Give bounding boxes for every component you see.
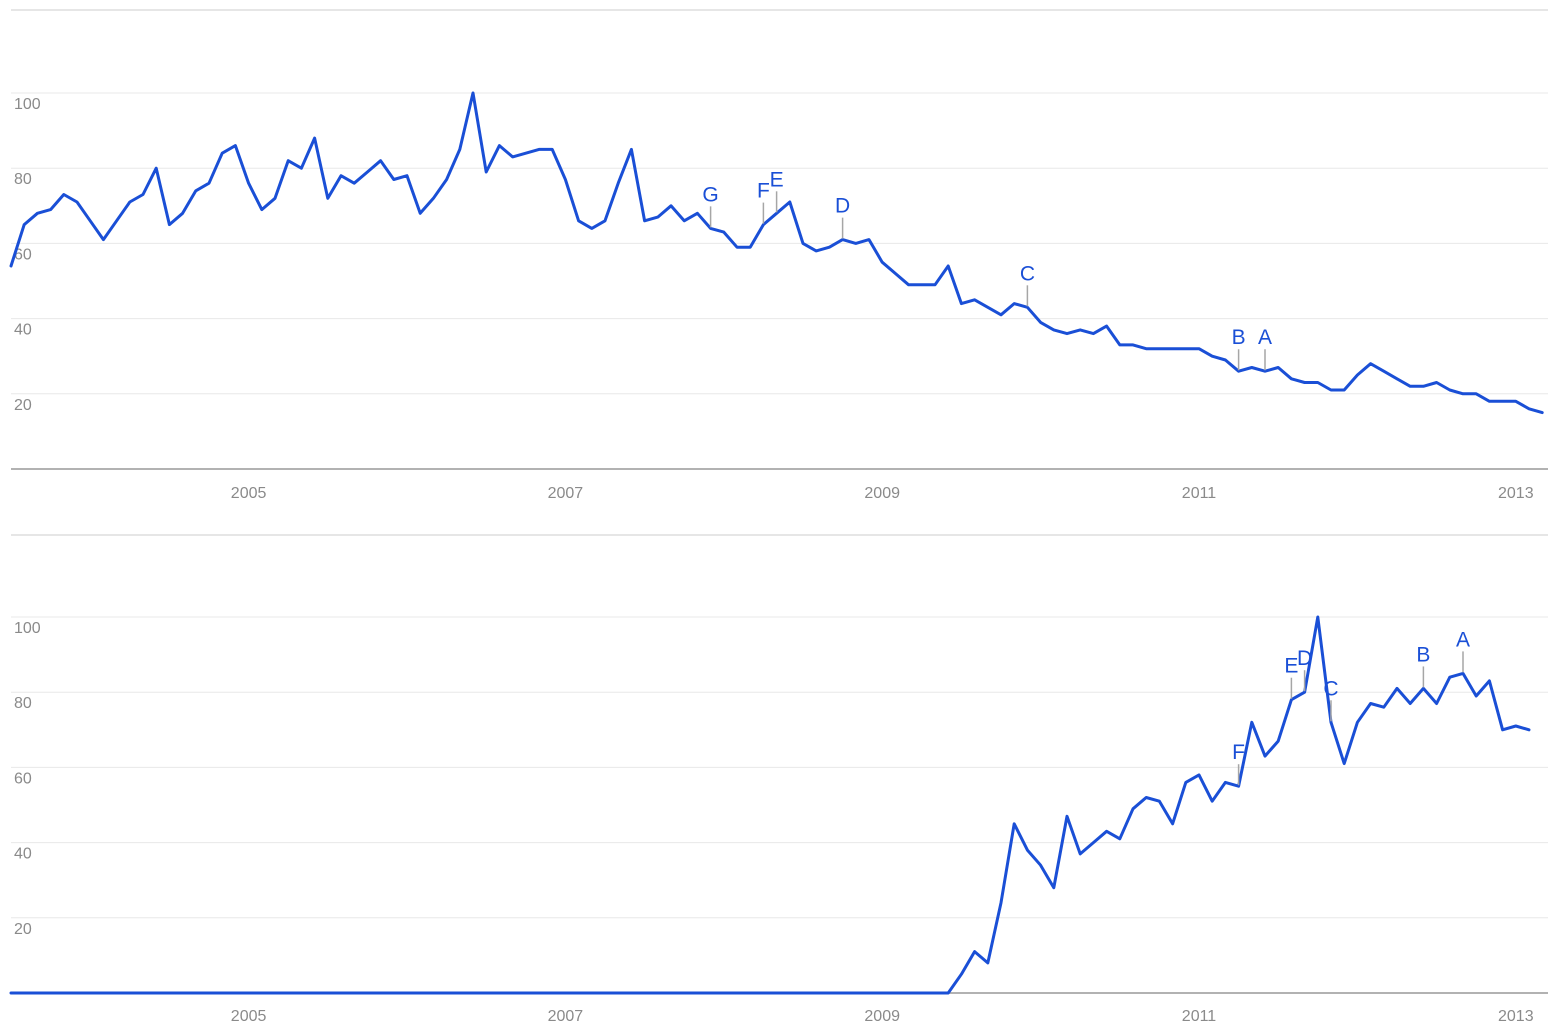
annotation-label[interactable]: A <box>1258 326 1272 349</box>
y-tick-label: 20 <box>14 921 32 938</box>
annotation-label[interactable]: E <box>770 168 784 191</box>
annotation-label[interactable]: F <box>1232 741 1245 764</box>
x-tick-label: 2011 <box>1182 485 1217 502</box>
annotation-label[interactable]: A <box>1456 628 1470 651</box>
annotation-label[interactable]: D <box>835 195 850 218</box>
y-tick-label: 80 <box>14 171 32 188</box>
x-tick-label: 2009 <box>864 485 900 502</box>
x-tick-label: 2007 <box>548 485 584 502</box>
x-tick-label: 2005 <box>231 485 267 502</box>
y-tick-label: 100 <box>14 96 41 113</box>
x-tick-label: 2007 <box>548 1008 584 1025</box>
annotation-label[interactable]: E <box>1284 655 1298 678</box>
series-line <box>9 615 1531 995</box>
x-tick-label: 2011 <box>1182 1008 1217 1025</box>
x-tick-label: 2005 <box>231 1008 267 1025</box>
chart-top: 20 40 60 80 100 2005 2007 2009 2011 2013 G F E D C B A <box>9 9 1548 502</box>
series-line <box>9 91 1544 415</box>
y-tick-label: 40 <box>14 322 32 339</box>
chart-bottom: 20 40 60 80 100 2005 2007 2009 2011 2013 F EDC B A <box>9 534 1548 1025</box>
x-tick-label: 2013 <box>1498 485 1534 502</box>
annotation-label[interactable]: G <box>702 183 718 206</box>
annotation-label[interactable]: C <box>1323 677 1338 700</box>
annotation-label[interactable]: D <box>1297 647 1312 670</box>
y-tick-label: 40 <box>14 846 32 863</box>
annotation-label[interactable]: F <box>757 180 770 203</box>
y-tick-label: 20 <box>14 397 32 414</box>
x-tick-label: 2009 <box>864 1008 900 1025</box>
y-tick-label: 60 <box>14 770 32 787</box>
y-tick-label: 80 <box>14 695 32 712</box>
annotation-label[interactable]: B <box>1416 643 1430 666</box>
annotation-label[interactable]: C <box>1020 262 1035 285</box>
x-tick-label: 2013 <box>1498 1008 1534 1025</box>
y-tick-label: 100 <box>14 620 41 637</box>
annotation-label[interactable]: B <box>1232 326 1246 349</box>
y-tick-label: 60 <box>14 246 32 263</box>
